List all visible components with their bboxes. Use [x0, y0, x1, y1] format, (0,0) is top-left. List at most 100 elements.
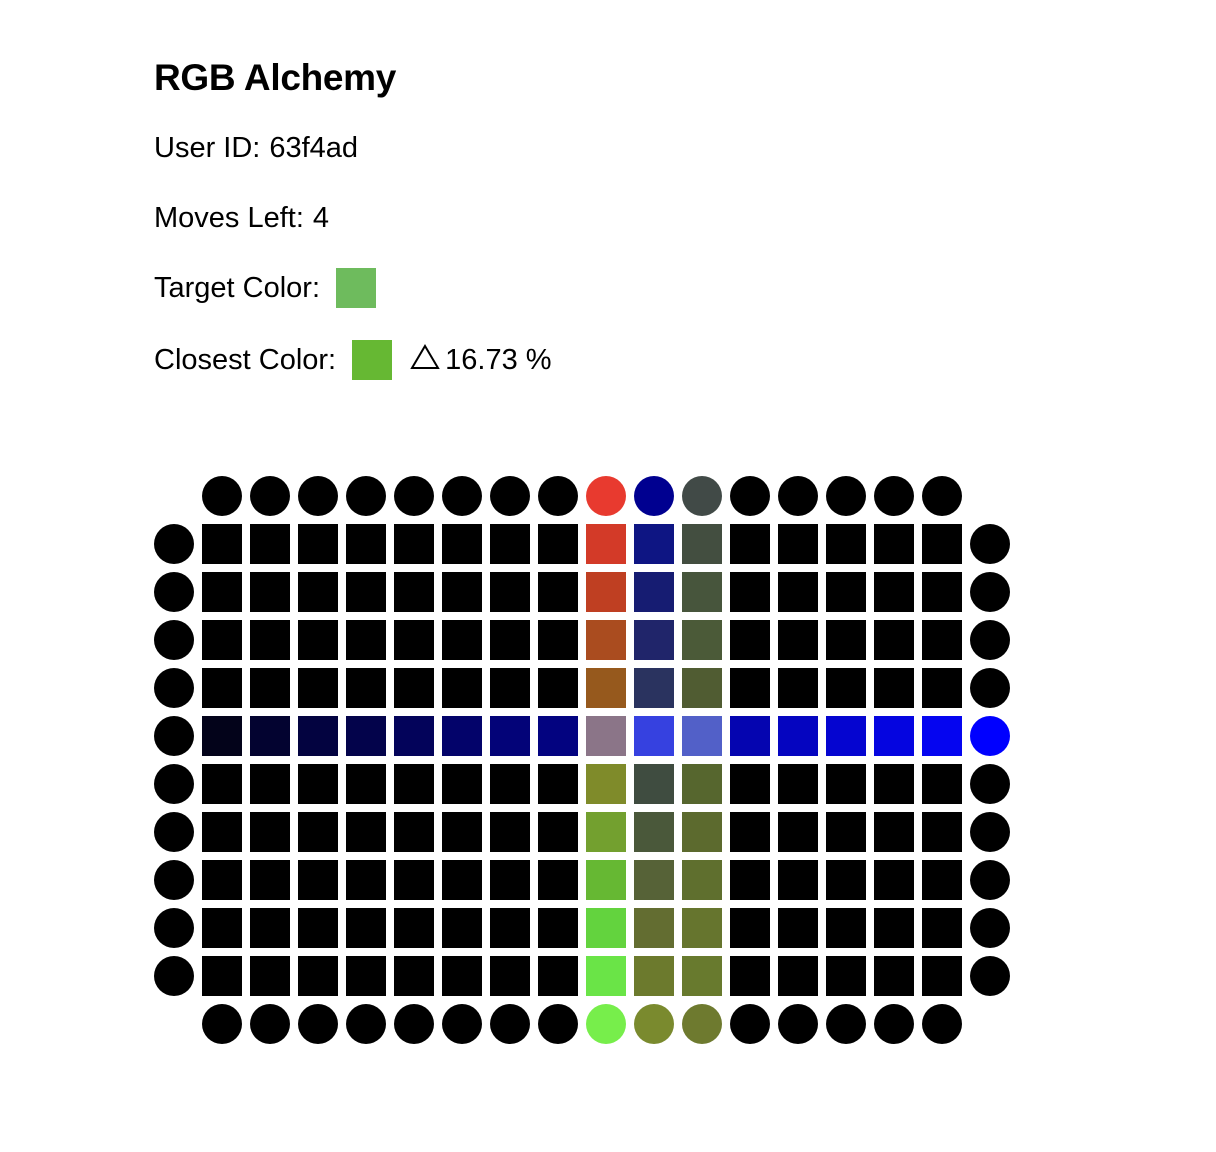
tile-r5-c15[interactable]	[922, 764, 962, 804]
tile-r9-c12[interactable]	[778, 956, 818, 996]
tile-r0-c1[interactable]	[250, 524, 290, 564]
tile-r9-c3[interactable]	[346, 956, 386, 996]
tile-r1-c15[interactable]	[922, 572, 962, 612]
tile-r4-c8[interactable]	[586, 716, 626, 756]
tile-r7-c15[interactable]	[922, 860, 962, 900]
tile-r7-c4[interactable]	[394, 860, 434, 900]
tile-r2-c2[interactable]	[298, 620, 338, 660]
tile-r0-c11[interactable]	[730, 524, 770, 564]
tile-r2-c10[interactable]	[682, 620, 722, 660]
tile-r6-c12[interactable]	[778, 812, 818, 852]
tile-r4-c5[interactable]	[442, 716, 482, 756]
tile-r8-c6[interactable]	[490, 908, 530, 948]
tile-r2-c7[interactable]	[538, 620, 578, 660]
tile-r0-c12[interactable]	[778, 524, 818, 564]
tile-r3-c1[interactable]	[250, 668, 290, 708]
tile-r0-c10[interactable]	[682, 524, 722, 564]
source-top-0[interactable]	[202, 476, 242, 516]
tile-r5-c0[interactable]	[202, 764, 242, 804]
tile-r0-c6[interactable]	[490, 524, 530, 564]
source-bottom-12[interactable]	[778, 1004, 818, 1044]
tile-r6-c4[interactable]	[394, 812, 434, 852]
tile-r7-c2[interactable]	[298, 860, 338, 900]
tile-r1-c6[interactable]	[490, 572, 530, 612]
tile-r7-c0[interactable]	[202, 860, 242, 900]
tile-r5-c14[interactable]	[874, 764, 914, 804]
tile-r5-c2[interactable]	[298, 764, 338, 804]
source-top-11[interactable]	[730, 476, 770, 516]
tile-r4-c7[interactable]	[538, 716, 578, 756]
tile-r6-c9[interactable]	[634, 812, 674, 852]
source-top-12[interactable]	[778, 476, 818, 516]
tile-r9-c6[interactable]	[490, 956, 530, 996]
source-bottom-1[interactable]	[250, 1004, 290, 1044]
tile-r0-c13[interactable]	[826, 524, 866, 564]
source-bottom-14[interactable]	[874, 1004, 914, 1044]
tile-r1-c10[interactable]	[682, 572, 722, 612]
tile-r3-c2[interactable]	[298, 668, 338, 708]
source-bottom-8[interactable]	[586, 1004, 626, 1044]
tile-r9-c0[interactable]	[202, 956, 242, 996]
source-top-7[interactable]	[538, 476, 578, 516]
tile-r0-c8[interactable]	[586, 524, 626, 564]
tile-r7-c3[interactable]	[346, 860, 386, 900]
tile-r5-c5[interactable]	[442, 764, 482, 804]
source-right-6[interactable]	[970, 812, 1010, 852]
source-top-10[interactable]	[682, 476, 722, 516]
tile-r7-c1[interactable]	[250, 860, 290, 900]
tile-r1-c0[interactable]	[202, 572, 242, 612]
tile-r8-c7[interactable]	[538, 908, 578, 948]
tile-r1-c14[interactable]	[874, 572, 914, 612]
tile-r2-c6[interactable]	[490, 620, 530, 660]
tile-r1-c13[interactable]	[826, 572, 866, 612]
source-right-4[interactable]	[970, 716, 1010, 756]
source-left-9[interactable]	[154, 956, 194, 996]
tile-r0-c4[interactable]	[394, 524, 434, 564]
source-left-0[interactable]	[154, 524, 194, 564]
tile-r2-c14[interactable]	[874, 620, 914, 660]
tile-r8-c8[interactable]	[586, 908, 626, 948]
source-left-2[interactable]	[154, 620, 194, 660]
source-bottom-6[interactable]	[490, 1004, 530, 1044]
tile-r0-c5[interactable]	[442, 524, 482, 564]
tile-r1-c9[interactable]	[634, 572, 674, 612]
tile-r5-c6[interactable]	[490, 764, 530, 804]
tile-r3-c15[interactable]	[922, 668, 962, 708]
tile-r4-c9[interactable]	[634, 716, 674, 756]
source-bottom-7[interactable]	[538, 1004, 578, 1044]
tile-r6-c5[interactable]	[442, 812, 482, 852]
tile-r0-c7[interactable]	[538, 524, 578, 564]
tile-r4-c13[interactable]	[826, 716, 866, 756]
source-top-3[interactable]	[346, 476, 386, 516]
tile-r6-c7[interactable]	[538, 812, 578, 852]
tile-r6-c11[interactable]	[730, 812, 770, 852]
source-right-5[interactable]	[970, 764, 1010, 804]
tile-r5-c10[interactable]	[682, 764, 722, 804]
tile-r3-c3[interactable]	[346, 668, 386, 708]
tile-r9-c4[interactable]	[394, 956, 434, 996]
tile-r3-c11[interactable]	[730, 668, 770, 708]
tile-r8-c5[interactable]	[442, 908, 482, 948]
tile-r1-c7[interactable]	[538, 572, 578, 612]
source-right-9[interactable]	[970, 956, 1010, 996]
tile-r8-c11[interactable]	[730, 908, 770, 948]
tile-r9-c10[interactable]	[682, 956, 722, 996]
source-right-8[interactable]	[970, 908, 1010, 948]
tile-r4-c12[interactable]	[778, 716, 818, 756]
tile-r4-c2[interactable]	[298, 716, 338, 756]
tile-r3-c6[interactable]	[490, 668, 530, 708]
tile-r2-c4[interactable]	[394, 620, 434, 660]
tile-r2-c0[interactable]	[202, 620, 242, 660]
tile-r7-c11[interactable]	[730, 860, 770, 900]
tile-r1-c2[interactable]	[298, 572, 338, 612]
tile-r6-c6[interactable]	[490, 812, 530, 852]
source-top-6[interactable]	[490, 476, 530, 516]
source-bottom-10[interactable]	[682, 1004, 722, 1044]
tile-r7-c6[interactable]	[490, 860, 530, 900]
tile-r4-c0[interactable]	[202, 716, 242, 756]
tile-r0-c14[interactable]	[874, 524, 914, 564]
tile-r8-c4[interactable]	[394, 908, 434, 948]
source-left-5[interactable]	[154, 764, 194, 804]
tile-r3-c12[interactable]	[778, 668, 818, 708]
tile-r3-c7[interactable]	[538, 668, 578, 708]
